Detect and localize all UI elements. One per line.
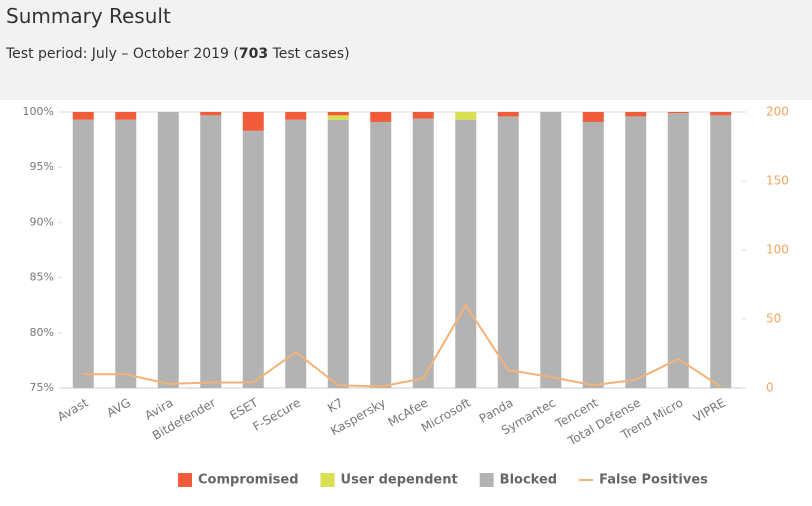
y-tick-label: 75% [30, 381, 54, 394]
y2-tick-label: 50 [766, 312, 781, 326]
bar-segment [667, 113, 689, 388]
bar-segment [157, 112, 179, 388]
bar-segment [625, 116, 647, 388]
bar-segment [115, 119, 137, 388]
subtitle-text: Test period: July – October 2019 ( [6, 46, 239, 62]
bar-segment [200, 115, 222, 388]
x-tick-label: Microsoft [419, 395, 474, 435]
legend-swatch [479, 473, 494, 487]
subtitle: Test period: July – October 2019 (703 Te… [6, 46, 350, 62]
bar-segment [497, 112, 519, 117]
bar-segment [115, 112, 137, 120]
bar-segment [625, 112, 647, 117]
bar-segment [285, 119, 307, 388]
y-tick-label: 80% [30, 326, 54, 339]
x-tick-label: F-Secure [251, 396, 303, 434]
x-tick-label: K7 [325, 396, 345, 416]
bar-segment [412, 112, 434, 119]
bar-segment [285, 112, 307, 120]
line-series [83, 303, 722, 388]
bar-segment [540, 112, 562, 388]
bar-segment [455, 119, 477, 388]
legend-swatch [320, 473, 335, 487]
subtitle-text: Test cases) [268, 46, 350, 62]
bar-segment [242, 112, 264, 131]
bar-segment [72, 119, 94, 388]
x-tick-label: Avast [55, 395, 91, 424]
legend-swatch [178, 473, 192, 487]
case-count: 703 [238, 46, 269, 62]
bar-segment [667, 112, 689, 114]
bar-segment [710, 115, 732, 388]
bar-segment [455, 112, 477, 120]
bar-segment [582, 112, 604, 122]
legend-label: False Positives [599, 473, 708, 488]
y-tick-label: 85% [30, 271, 54, 284]
title: Summary Result [6, 4, 171, 28]
legend-label: Compromised [198, 473, 299, 488]
bar-segment [710, 112, 732, 116]
y2-tick-label: 100 [766, 243, 789, 257]
x-tick-label: AVG [104, 396, 133, 421]
y2-tick-label: 200 [766, 105, 789, 119]
bar-segment [412, 118, 434, 389]
bar-segment [242, 130, 264, 388]
legend-label: Blocked [500, 473, 557, 488]
bar-segment [370, 121, 392, 388]
y-tick-label: 90% [30, 215, 54, 228]
bar-segment [72, 112, 94, 120]
x-tick-label: VIPRE [691, 396, 728, 426]
legend-label: User dependent [341, 473, 458, 488]
bar-segment [327, 112, 349, 116]
bar-segment [327, 115, 349, 120]
y2-tick-label: 0 [766, 381, 774, 395]
bar-segment [582, 121, 604, 388]
y-tick-label: 100% [23, 105, 54, 118]
bar-segment [200, 112, 222, 116]
bar-segment [370, 112, 392, 122]
bar-segment [497, 116, 519, 388]
bar-segment [327, 119, 349, 388]
y-tick-label: 95% [30, 160, 54, 173]
y2-tick-label: 150 [766, 174, 789, 188]
